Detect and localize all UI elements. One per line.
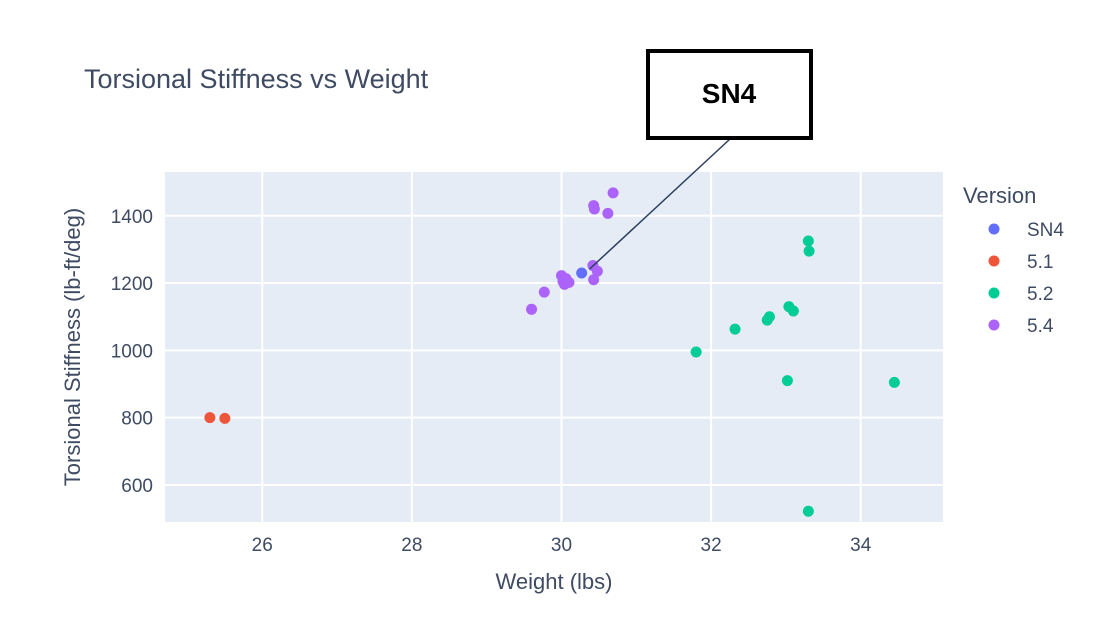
sn4-callout: SN4 <box>589 49 813 270</box>
data-point <box>602 207 614 219</box>
gridlines <box>165 172 943 522</box>
legend-marker <box>988 223 1000 235</box>
callout-pointer-line <box>589 138 731 270</box>
legend-marker <box>988 319 1000 331</box>
y-tick-label: 1000 <box>111 341 153 362</box>
chart-title: Torsional Stiffness vs Weight <box>84 64 429 94</box>
x-axis-title: Weight (lbs) <box>496 569 613 594</box>
legend-item-label: 5.4 <box>1027 316 1054 337</box>
y-tick-labels: 600 800 1000 1200 1400 <box>111 207 153 497</box>
plot-area <box>165 172 943 522</box>
y-tick-label: 800 <box>121 409 153 430</box>
legend-marker <box>988 255 1000 267</box>
data-point <box>526 303 538 315</box>
data-point <box>607 187 619 199</box>
data-point <box>690 346 702 358</box>
legend-marker <box>988 287 1000 299</box>
series-5.2 <box>690 235 900 517</box>
data-point <box>591 265 603 277</box>
data-point <box>588 274 600 286</box>
legend-title: Version <box>963 183 1036 208</box>
legend-item-label: SN4 <box>1027 220 1064 241</box>
data-point <box>204 412 216 424</box>
data-points <box>204 187 900 517</box>
y-axis-title: Torsional Stiffness (lb-ft/deg) <box>60 208 85 486</box>
data-point <box>763 311 775 323</box>
data-point <box>781 375 793 387</box>
y-tick-label: 600 <box>121 476 153 497</box>
legend-item-label: 5.1 <box>1027 252 1053 273</box>
x-tick-labels: 26 28 30 32 34 <box>252 535 872 556</box>
x-tick-label: 28 <box>401 535 422 556</box>
series-SN4 <box>576 267 588 279</box>
series-5.1 <box>204 412 231 424</box>
data-point <box>576 267 588 279</box>
data-point <box>219 412 231 424</box>
y-tick-label: 1400 <box>111 207 153 228</box>
legend: Version SN4 5.1 5.2 5.4 <box>963 183 1064 337</box>
callout-label: SN4 <box>702 78 757 109</box>
data-point <box>588 203 600 215</box>
y-tick-label: 1200 <box>111 274 153 295</box>
data-point <box>538 286 550 298</box>
data-point <box>787 305 799 317</box>
data-point <box>802 505 814 517</box>
x-tick-label: 26 <box>252 535 273 556</box>
data-point <box>888 376 900 388</box>
x-tick-label: 32 <box>701 535 722 556</box>
callout-box <box>646 49 813 140</box>
data-point <box>803 245 815 257</box>
x-tick-label: 34 <box>850 535 872 556</box>
data-point <box>802 235 814 247</box>
x-tick-label: 30 <box>551 535 572 556</box>
legend-item-label: 5.2 <box>1027 284 1053 305</box>
data-point <box>563 276 575 288</box>
data-point <box>729 323 741 335</box>
